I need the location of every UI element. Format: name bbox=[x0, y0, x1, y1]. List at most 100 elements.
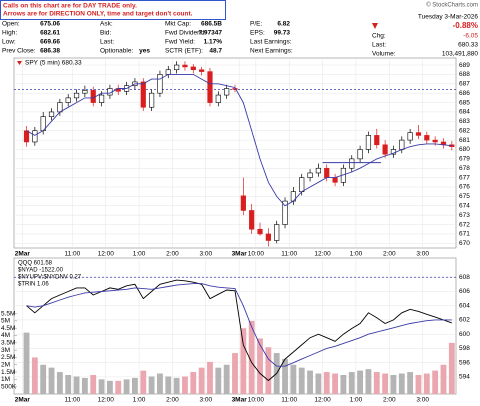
y-tick-label: 678 bbox=[459, 165, 470, 172]
x-tick-label: 10:00 bbox=[248, 397, 265, 404]
y-tick-label: 671 bbox=[459, 231, 470, 238]
candle-body bbox=[399, 139, 405, 150]
stat-value: 103,491,880 bbox=[442, 51, 479, 58]
quote-value: 7.97347 bbox=[199, 30, 223, 37]
x-tick-label: 11:00 bbox=[64, 251, 80, 258]
volume-bar bbox=[98, 379, 105, 394]
candle-body bbox=[182, 64, 188, 68]
price-chart: 670 671 672 673 674 675 676 677 678 679 680 681 682 6… bbox=[13, 57, 470, 258]
candle-body bbox=[257, 228, 263, 235]
volume-bar bbox=[140, 370, 147, 394]
volume-bar bbox=[423, 373, 430, 394]
volume-bar bbox=[415, 374, 422, 394]
volume-bar bbox=[115, 380, 122, 394]
y-tick-label: 602 bbox=[459, 317, 470, 324]
candle-body bbox=[57, 102, 63, 113]
y-tick-label: 594 bbox=[459, 374, 470, 381]
y-tick-label: 600 bbox=[459, 331, 470, 338]
volume-bar bbox=[348, 372, 355, 394]
y2-tick-label: 2.5M bbox=[1, 354, 15, 361]
x-tick-label: 12:00 bbox=[98, 251, 115, 258]
volume-bar bbox=[223, 364, 230, 394]
candle-body bbox=[23, 130, 30, 143]
quote-table: Open: 675.06 Ask: Mkt Cap: 686.5B P/E: 6.82 Hig… bbox=[2, 21, 478, 58]
volume-bar bbox=[81, 377, 88, 394]
candle-body bbox=[315, 167, 321, 174]
x-tick-label: 3:00 bbox=[416, 251, 429, 258]
candle-body bbox=[357, 149, 363, 160]
volume-bar bbox=[332, 373, 338, 394]
x-tick-label: 2Mar bbox=[15, 397, 31, 404]
volume-bar bbox=[282, 358, 288, 394]
chart-title: SPY (5 min) 680.33 bbox=[25, 60, 82, 67]
y-tick-label: 685 bbox=[459, 99, 470, 106]
y2-tick-label: 5.5M bbox=[1, 310, 15, 317]
x-tick-label: 1:00 bbox=[350, 397, 363, 404]
x-tick-label: 2:00 bbox=[383, 397, 396, 404]
volume-bar bbox=[215, 367, 222, 394]
candle-body bbox=[240, 195, 246, 211]
indicator-chart: 594 596 598 600 602 604 606 608 2Mar 11:00 12:00 1:… bbox=[1, 257, 470, 404]
volume-bar bbox=[173, 377, 180, 394]
legend-entry: QQQ 601.58 bbox=[18, 261, 53, 267]
quote-value: 686.38 bbox=[40, 48, 60, 55]
y-tick-label: 670 bbox=[459, 240, 470, 247]
candle-body bbox=[165, 69, 171, 75]
x-tick-label: 12:00 bbox=[98, 397, 115, 404]
quote-value: 682.61 bbox=[40, 30, 60, 37]
down-arrow bbox=[372, 23, 378, 29]
candle-body bbox=[215, 94, 221, 103]
volume-bar bbox=[432, 370, 439, 394]
candle-body bbox=[432, 139, 438, 143]
legend-entry: $TRIN 1.06 bbox=[18, 282, 49, 288]
candle-body bbox=[224, 88, 230, 96]
y-tick-label: 684 bbox=[459, 109, 470, 116]
moving-average bbox=[26, 73, 452, 207]
candle-body bbox=[374, 135, 380, 146]
x-tick-label: 1:00 bbox=[350, 251, 363, 258]
y-tick-label: 674 bbox=[459, 202, 470, 209]
stat-value: 680.33 bbox=[458, 42, 478, 49]
volume-bar bbox=[132, 377, 138, 394]
candle-body bbox=[199, 69, 205, 72]
volume-bar bbox=[440, 364, 447, 394]
candle-body bbox=[299, 177, 305, 193]
candle-body bbox=[407, 132, 413, 141]
y-tick-label: 682 bbox=[459, 127, 470, 134]
volume-bar bbox=[198, 367, 205, 394]
candle-body bbox=[324, 167, 330, 178]
candle-body bbox=[382, 144, 388, 155]
candle-body bbox=[157, 74, 163, 94]
quote-label: Ask: bbox=[100, 21, 113, 28]
y-tick-label: 683 bbox=[459, 118, 470, 125]
volume-bar bbox=[248, 320, 255, 394]
x-tick-label: 3:00 bbox=[199, 251, 212, 258]
volume-bar bbox=[357, 370, 364, 394]
quote-value: 686.5B bbox=[201, 21, 222, 28]
quote-label: Fwd Yield: bbox=[165, 39, 195, 46]
volume-bar bbox=[40, 364, 47, 394]
quote-value: 6.82 bbox=[277, 21, 290, 28]
volume-bar bbox=[165, 376, 172, 394]
volume-bar bbox=[106, 380, 113, 394]
y-tick-label: 680 bbox=[459, 146, 470, 153]
volume-bar bbox=[290, 364, 297, 394]
candle-body bbox=[73, 92, 80, 99]
quote-label: Next Earnings: bbox=[250, 48, 293, 55]
candle-body bbox=[265, 233, 271, 241]
y-tick-label: 596 bbox=[459, 359, 470, 366]
quote-label: Optionable: bbox=[100, 48, 133, 55]
candle-body bbox=[207, 71, 213, 103]
y-tick-label: 673 bbox=[459, 212, 470, 219]
candle-body bbox=[65, 97, 71, 103]
volume-bar bbox=[65, 374, 72, 394]
volume-bar bbox=[157, 373, 163, 394]
y-tick-label: 677 bbox=[459, 174, 470, 181]
x-tick-label: 2:00 bbox=[166, 397, 179, 404]
x-tick-label: 3:00 bbox=[416, 397, 429, 404]
y2-tick-label: 3M bbox=[1, 347, 10, 354]
moving-average bbox=[26, 283, 452, 367]
y-tick-label: 672 bbox=[459, 221, 470, 228]
quote-value: 1.17% bbox=[204, 39, 223, 46]
